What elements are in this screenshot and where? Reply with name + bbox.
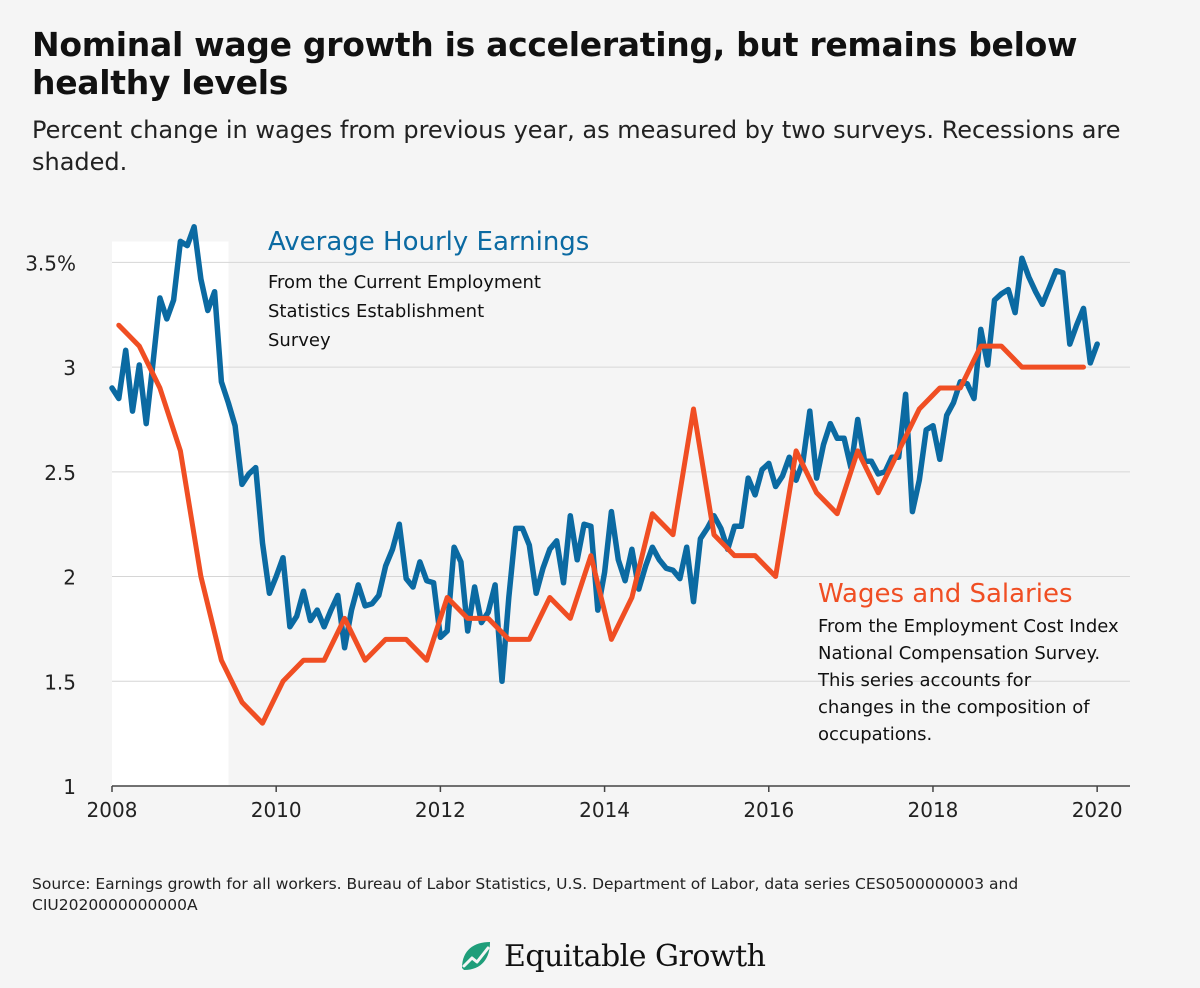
y-tick-label: 1 — [63, 775, 76, 799]
x-tick-label: 2020 — [1072, 798, 1123, 822]
equitable-growth-logo: Equitable Growth — [458, 934, 766, 978]
leaf-chart-icon — [462, 942, 490, 970]
label-line: From the Current Employment — [268, 272, 541, 293]
label-line: Survey — [268, 330, 331, 351]
series-label-wages-and-salaries: Wages and Salaries — [818, 579, 1073, 609]
x-tick-label: 2008 — [87, 798, 138, 822]
y-tick-label: 3.5% — [25, 251, 76, 275]
recession-shade — [112, 241, 229, 786]
logo-text: Equitable Growth — [504, 938, 766, 974]
y-tick-label: 3 — [63, 356, 76, 380]
x-tick-label: 2016 — [743, 798, 794, 822]
label-line: This series accounts for — [817, 670, 1032, 691]
series-label-average-hourly-earnings: Average Hourly Earnings — [268, 227, 589, 257]
x-tick-label: 2012 — [415, 798, 466, 822]
series-line-average-hourly-earnings — [109, 224, 1100, 685]
series-line-wages-and-salaries — [116, 322, 1086, 726]
chart-subtitle: Percent change in wages from previous ye… — [32, 116, 1121, 176]
series-note-wages-and-salaries: From the Employment Cost Index National C… — [817, 616, 1119, 745]
label-line: occupations. — [818, 724, 932, 745]
label-line: changes in the composition of — [818, 697, 1090, 718]
x-tick-label: 2010 — [251, 798, 302, 822]
x-tick-label: 2014 — [579, 798, 630, 822]
y-tick-label: 1.5 — [44, 670, 76, 694]
label-line: National Compensation Survey. — [818, 643, 1100, 664]
series-note-average-hourly-earnings: From the Current Employment Statistics Es… — [268, 272, 541, 351]
line-chart: 1 1.5 2 2.5 3 3.5% 2008 2010 2012 2014 2016 2018 202… — [25, 224, 1130, 822]
x-tick-label: 2018 — [908, 798, 959, 822]
label-line: From the Employment Cost Index — [818, 616, 1119, 637]
y-tick-label: 2.5 — [44, 461, 76, 485]
label-line: Statistics Establishment — [268, 301, 484, 322]
source-note: Source: Earnings growth for all workers.… — [32, 875, 1019, 914]
chart-title: Nominal wage growth is accelerating, but… — [32, 25, 1078, 102]
y-tick-label: 2 — [63, 566, 76, 590]
